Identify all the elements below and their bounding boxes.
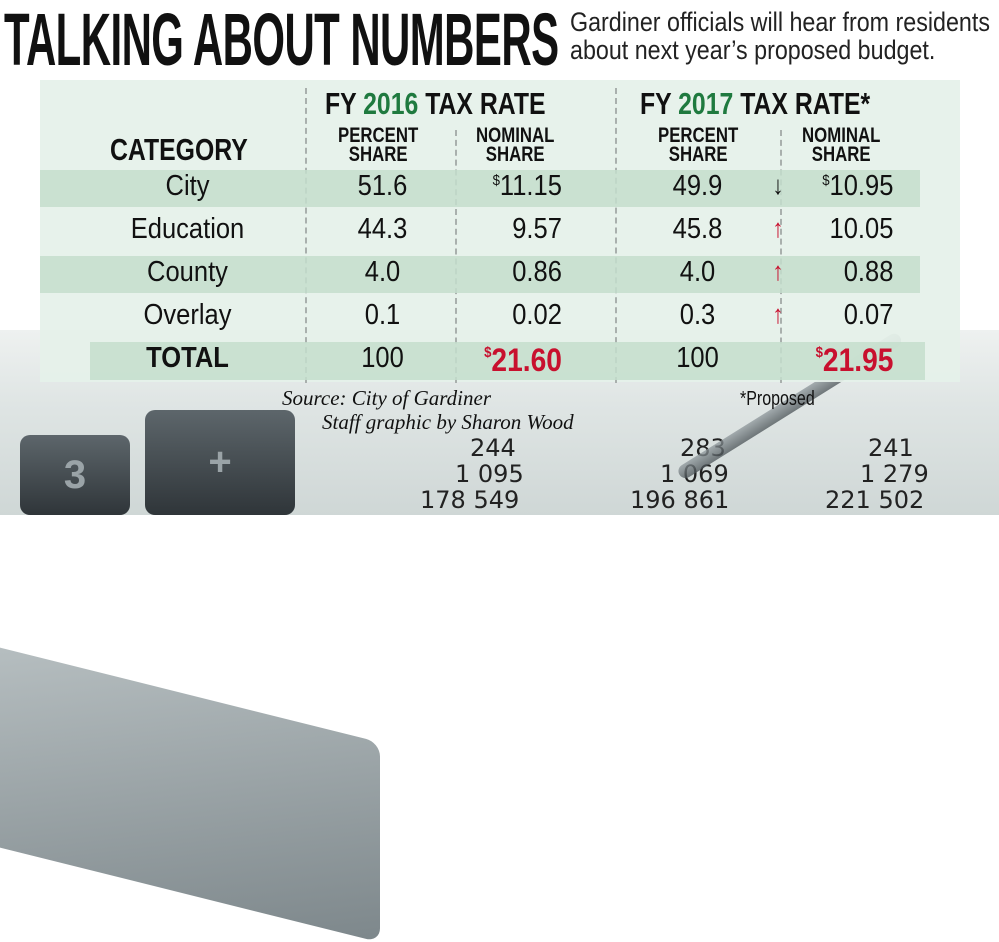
- bg-number: 244: [470, 434, 516, 462]
- subtitle-line: about next year’s proposed budget.: [570, 35, 936, 65]
- total-nominal-2017: $21.95: [815, 342, 894, 378]
- percent-2016-cell: 0.1: [364, 299, 401, 331]
- bg-number: 221 502: [825, 486, 925, 514]
- percent-2016-cell: 51.6: [357, 170, 408, 202]
- bg-number: 241: [868, 434, 914, 462]
- total-nominal-2016: $21.60: [484, 342, 562, 378]
- table-row: County 4.0 0.86 4.0 ↑ 0.88: [40, 256, 920, 293]
- source-note: Source: City of Gardiner: [282, 386, 491, 410]
- tax-rate-table: FY 2016 TAX RATE FY 2017 TAX RATE* CATEG…: [40, 80, 960, 383]
- key-label: +: [208, 440, 232, 484]
- nominal-2016-cell: 0.02: [512, 299, 562, 331]
- divider: [305, 88, 307, 383]
- total-percent-2017: 100: [676, 342, 719, 374]
- percent-2017-cell: 45.8: [672, 213, 723, 245]
- key-label: 3: [63, 452, 87, 497]
- total-row: TOTAL 100 $21.60 100 $21.95: [90, 342, 925, 380]
- arrow-up-icon: ↑: [772, 256, 784, 286]
- table-row: Education 44.3 9.57 45.8 ↑ 10.05: [40, 213, 920, 250]
- percent-2017-cell: 49.9: [672, 170, 723, 202]
- footnote: *Proposed: [740, 388, 815, 410]
- bg-number: 196 861: [630, 486, 730, 514]
- nominal-share-header-2017: NOMINAL SHARE: [802, 124, 881, 166]
- category-cell: Overlay: [143, 299, 232, 331]
- percent-2017-cell: 4.0: [679, 256, 716, 288]
- nominal-2017-cell: 0.88: [843, 256, 894, 288]
- category-cell: City: [165, 170, 210, 202]
- arrow-up-icon: ↑: [772, 299, 784, 329]
- nominal-share-header-2016: NOMINAL SHARE: [476, 124, 555, 166]
- calculator-image: [0, 637, 380, 942]
- percent-share-header-2017: PERCENT SHARE: [658, 124, 739, 166]
- total-label: TOTAL: [146, 342, 229, 374]
- nominal-2016-cell: $11.15: [492, 170, 562, 202]
- nominal-2016-cell: 9.57: [512, 213, 562, 245]
- calculator-key: +: [145, 410, 295, 515]
- nominal-2017-cell: 0.07: [843, 299, 894, 331]
- total-percent-2016: 100: [361, 342, 404, 374]
- subtitle: Gardiner officials will hear from reside…: [570, 8, 990, 64]
- subtitle-line: Gardiner officials will hear from reside…: [570, 7, 990, 37]
- headline: TALKING ABOUT NUMBERS: [4, 0, 559, 81]
- fy2017-header: FY 2017 TAX RATE*: [640, 86, 871, 121]
- category-cell: Education: [130, 213, 245, 245]
- percent-2016-cell: 4.0: [364, 256, 401, 288]
- percent-2016-cell: 44.3: [357, 213, 408, 245]
- arrow-down-icon: ↓: [772, 170, 784, 200]
- calculator-key: 3: [20, 435, 130, 515]
- table-row: Overlay 0.1 0.02 0.3 ↑ 0.07: [40, 299, 920, 336]
- category-header: CATEGORY: [110, 132, 248, 167]
- table-row: City 51.6 $11.15 49.9 ↓ $10.95: [40, 170, 920, 207]
- divider: [615, 88, 617, 383]
- nominal-2017-cell: $10.95: [822, 170, 894, 202]
- credit-note: Staff graphic by Sharon Wood: [322, 410, 574, 434]
- bg-number: 1 095: [455, 460, 524, 488]
- percent-share-header-2016: PERCENT SHARE: [338, 124, 419, 166]
- arrow-up-icon: ↑: [772, 213, 784, 243]
- percent-2017-cell: 0.3: [679, 299, 716, 331]
- bg-number: 178 549: [420, 486, 520, 514]
- bg-number: 1 279: [860, 460, 929, 488]
- nominal-2016-cell: 0.86: [512, 256, 562, 288]
- nominal-2017-cell: 10.05: [829, 213, 894, 245]
- category-cell: County: [147, 256, 228, 288]
- fy2016-header: FY 2016 TAX RATE: [325, 86, 546, 121]
